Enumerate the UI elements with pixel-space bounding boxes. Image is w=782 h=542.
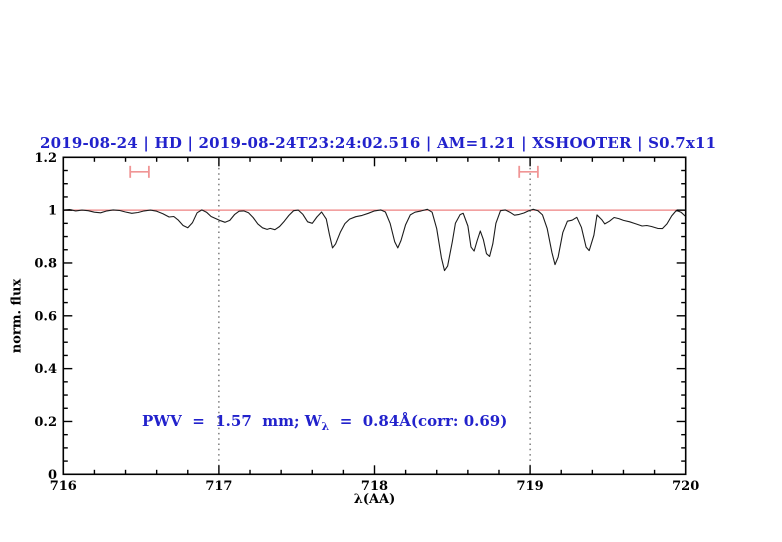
plot-title: 2019-08-24 | HD | 2019-08-24T23:24:02.51… [40,134,717,152]
axis-ticks [62,156,687,475]
x-tick-labels: 716 717 718 719 720 [50,479,700,494]
x-tick-label: 718 [361,479,388,494]
y-tick-label: 0.2 [34,415,57,430]
y-tick-label: 0 [48,468,57,483]
y-tick-label: 0.8 [34,256,57,271]
y-tick-label: 1 [48,204,57,219]
y-tick-label: 0.4 [34,362,57,377]
pwv-annotation-prefix: PWV = 1.57 mm; W [142,412,322,430]
pwv-annotation-lambda-subscript: λ [321,420,330,433]
range-markers [129,165,539,178]
x-axis-label: λ(AA) [353,492,396,507]
pwv-annotation-suffix: = 0.84Å(corr: 0.69) [329,412,508,430]
x-tick-label: 716 [50,479,77,494]
y-tick-label: 0.6 [34,309,57,324]
spectrum-curve [63,208,687,272]
x-tick-label: 719 [517,479,544,494]
x-tick-label: 717 [205,479,232,494]
y-tick-labels: 0 0.2 0.4 0.6 0.8 1 1.2 [34,151,57,483]
y-axis-label: norm. flux [9,278,25,354]
pwv-annotation: PWV = 1.57 mm; Wλ = 0.84Å(corr: 0.69) [142,412,507,433]
x-tick-label: 720 [672,479,699,494]
y-tick-label: 1.2 [34,151,57,166]
